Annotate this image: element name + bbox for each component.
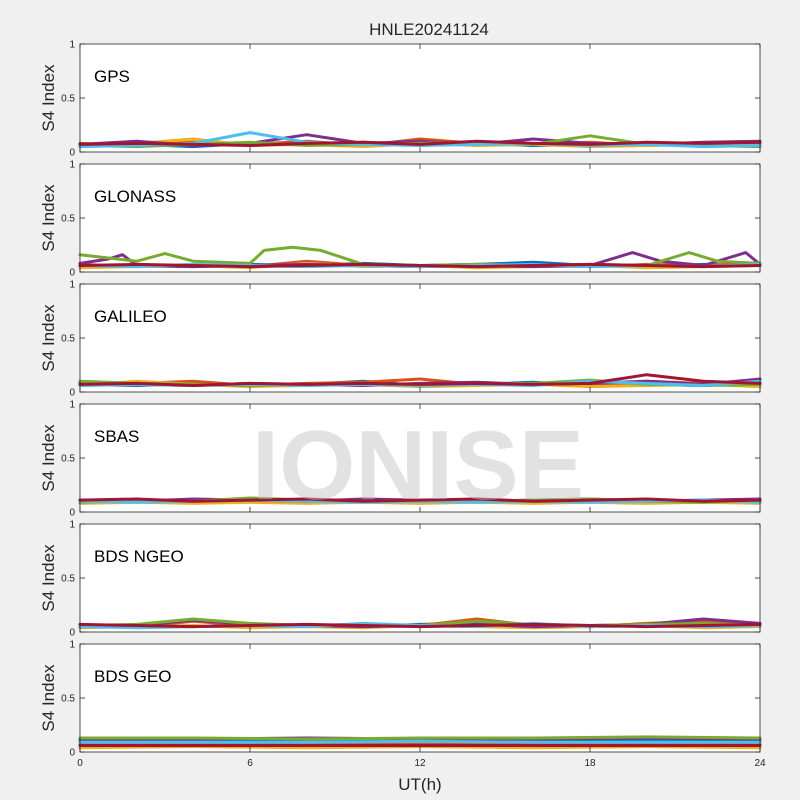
y-tick-label: 1 [69, 520, 75, 531]
panel-4: 0 0.5 1 S4 Index BDS NGEO [39, 520, 762, 639]
panel-label: GALILEO [94, 307, 167, 326]
series-line-2 [78, 500, 762, 505]
figure-title: HNLE20241124 [369, 20, 489, 39]
plot-area [80, 44, 760, 152]
y-tick-label: 0 [69, 268, 75, 279]
series-line-4 [78, 735, 762, 741]
y-tick-label: 0 [69, 388, 75, 399]
y-tick-label: 0.5 [61, 94, 75, 105]
y-axis-label: S4 Index [39, 64, 58, 132]
watermark: IONISE [252, 410, 584, 520]
y-axis-label: S4 Index [39, 424, 58, 492]
series-line-6 [78, 262, 762, 269]
y-axis-label: S4 Index [39, 544, 58, 612]
x-tick-label: 24 [754, 758, 766, 769]
panel-label: BDS NGEO [94, 547, 184, 566]
series-line-6 [78, 622, 762, 629]
series-line-6 [78, 139, 762, 147]
panel-5: 0 6 12 18 24 0 0.5 1 S4 Index BDS GEO UT(h) [39, 640, 766, 795]
plot-area [80, 644, 760, 752]
y-tick-label: 1 [69, 400, 75, 411]
panel-label: GPS [94, 67, 130, 86]
x-tick-label: 6 [247, 758, 253, 769]
x-tick-label: 0 [77, 758, 83, 769]
x-tick-label: 12 [414, 758, 426, 769]
y-axis-label: S4 Index [39, 664, 58, 732]
y-axis-label: S4 Index [39, 184, 58, 252]
series-line-6 [78, 497, 762, 503]
y-tick-label: 0.5 [61, 334, 75, 345]
y-axis-label: S4 Index [39, 304, 58, 372]
panel-2: 0 0.5 1 S4 Index GALILEO [39, 280, 762, 399]
panel-label: SBAS [94, 427, 139, 446]
y-tick-label: 0 [69, 148, 75, 159]
y-tick-label: 1 [69, 280, 75, 291]
series-line-6 [78, 373, 762, 387]
panel-label: GLONASS [94, 187, 176, 206]
y-tick-label: 0.5 [61, 574, 75, 585]
y-tick-label: 0 [69, 508, 75, 519]
panel-3: 0 0.5 1 S4 Index SBAS [39, 400, 762, 519]
panel-label: BDS GEO [94, 667, 171, 686]
plot-area [80, 524, 760, 632]
y-tick-label: 0.5 [61, 214, 75, 225]
plot-area [80, 164, 760, 272]
panel-0: 0 0.5 1 S4 Index GPS [39, 40, 762, 159]
y-tick-label: 1 [69, 640, 75, 651]
panel-1: 0 0.5 1 S4 Index GLONASS [39, 160, 762, 279]
panels: 0 0.5 1 S4 Index GPS 0 0.5 1 S4 Index GLONASS 0 0.5… [39, 40, 766, 795]
series-line-5 [78, 739, 762, 744]
y-tick-label: 1 [69, 160, 75, 171]
x-axis-label: UT(h) [398, 775, 441, 794]
x-tick-label: 18 [584, 758, 596, 769]
y-tick-label: 0.5 [61, 694, 75, 705]
y-tick-label: 1 [69, 40, 75, 51]
y-tick-label: 0.5 [61, 454, 75, 465]
y-tick-label: 0 [69, 748, 75, 759]
plot-area [80, 404, 760, 512]
y-tick-label: 0 [69, 628, 75, 639]
